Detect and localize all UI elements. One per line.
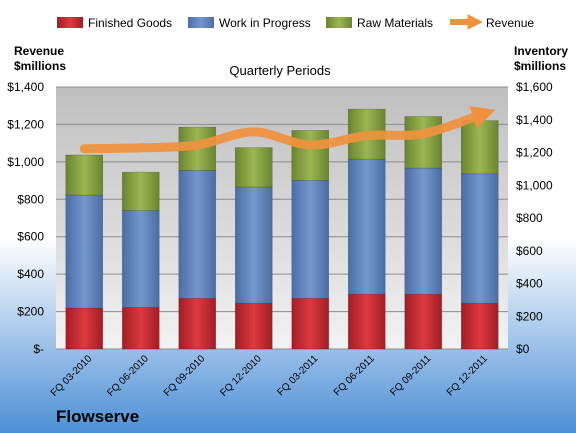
legend-swatch-finished-goods [57,17,83,28]
left-tick-label: $1,000 [7,155,44,169]
left-tick-label: $600 [17,230,44,244]
right-tick-label: $1,400 [516,113,553,127]
legend-label-raw-materials: Raw Materials [357,16,433,30]
bar-finished-goods [121,306,160,350]
revenue-point [479,115,480,116]
bar-work-in-progress [178,170,217,299]
bar-finished-goods [460,302,499,350]
right-tick-label: $600 [516,244,543,258]
bar-finished-goods [347,293,386,350]
legend-label-work-in-progress: Work in Progress [219,16,311,30]
bar-work-in-progress [404,167,443,295]
revenue-point [140,147,141,148]
bar-work-in-progress [121,210,160,308]
right-axis-title-line1: Inventory [514,44,568,58]
right-tick-label: $800 [516,211,543,225]
bar-work-in-progress [234,186,273,304]
left-axis-title-line1: Revenue [14,44,64,58]
revenue-point [253,131,254,132]
bar-raw-materials [65,154,104,196]
right-tick-label: $400 [516,277,543,291]
legend: Finished Goods Work in Progress Raw Mate… [57,14,534,30]
revenue-point [84,148,85,149]
legend-label-finished-goods: Finished Goods [88,16,172,30]
revenue-point [197,145,198,146]
right-tick-label: $1,600 [516,80,553,94]
left-tick-label: $- [33,342,44,356]
bar-raw-materials [460,120,499,175]
bar-raw-materials [234,147,273,188]
bar-work-in-progress [65,194,104,309]
left-tick-label: $200 [17,305,44,319]
bar-raw-materials [404,116,443,169]
bar-work-in-progress [291,180,330,299]
right-tick-label: $200 [516,309,543,323]
company-name: Flowserve [56,407,139,426]
legend-swatch-work-in-progress [188,17,214,28]
bar-work-in-progress [460,173,499,304]
revenue-point [310,145,311,146]
right-axis-title-line2: $millions [514,59,566,73]
left-tick-label: $1,200 [7,117,44,131]
bar-finished-goods [404,293,443,350]
bar-finished-goods [234,302,273,350]
right-tick-label: $0 [516,342,530,356]
revenue-line [79,106,496,154]
left-axis-title-line2: $millions [14,59,66,73]
right-tick-label: $1,200 [516,146,553,160]
bar-finished-goods [291,297,330,350]
bar-raw-materials [121,171,160,211]
bar-finished-goods [65,307,104,350]
revenue-point [366,135,367,136]
legend-label-revenue: Revenue [486,16,534,30]
chart-title: Quarterly Periods [229,63,331,78]
bar-finished-goods [178,297,217,350]
left-axis-ticks: $- $200 $400 $600 $800 $1,000 $1,200 $1,400 [7,80,44,356]
left-tick-label: $800 [17,192,44,206]
right-axis-ticks: $0 $200 $400 $600 $800 $1,000 $1,200 $1,400 $1,6… [516,80,553,356]
right-tick-label: $1,000 [516,178,553,192]
bar-raw-materials [291,130,330,181]
left-tick-label: $1,400 [7,80,44,94]
revenue-line-group [79,106,496,154]
revenue-point [423,133,424,134]
left-tick-label: $400 [17,267,44,281]
legend-swatch-raw-materials [326,17,352,28]
bar-work-in-progress [347,158,386,295]
